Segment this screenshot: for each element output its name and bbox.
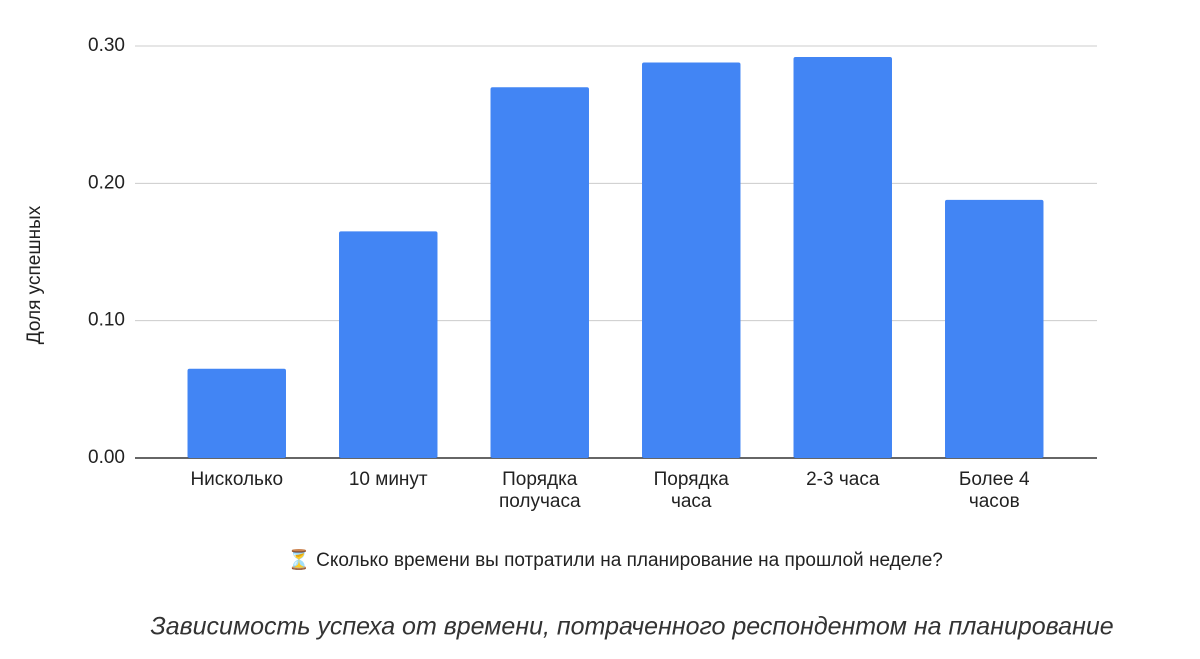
- x-tick-label: Порядка получаса: [498, 469, 581, 512]
- bar: [642, 62, 741, 458]
- caption: Зависимость успеха от времени, потраченн…: [150, 613, 1113, 641]
- bar: [793, 56, 892, 459]
- x-tick-label: Порядка часа: [653, 469, 729, 512]
- bar: [490, 87, 589, 458]
- x-tick-label-box: 2-3 часа: [806, 469, 880, 490]
- y-tick-label: 0.20: [88, 172, 125, 193]
- x-axis-label: ⏳ Сколько времени вы потратили на планир…: [287, 548, 943, 571]
- x-tick-label-box: Порядка получаса: [498, 469, 581, 512]
- bar: [187, 368, 286, 458]
- bar: [339, 231, 438, 458]
- x-tick-label: 2-3 часа: [806, 469, 880, 490]
- y-tick-label: 0.00: [88, 447, 125, 468]
- x-tick-label: 10 минут: [348, 469, 428, 490]
- x-tick-label: Нисколько: [190, 469, 284, 490]
- x-tick-label-box: 10 минут: [348, 469, 428, 490]
- x-tick-label-box: Более 4 часов: [958, 469, 1030, 512]
- y-tick-label: 0.10: [88, 310, 125, 331]
- y-axis-label: Доля успешных: [24, 205, 45, 344]
- x-tick-label: Более 4 часов: [958, 469, 1030, 512]
- x-tick-label-box: Порядка часа: [653, 469, 729, 512]
- x-tick-label-box: Нисколько: [190, 469, 284, 490]
- y-tick-label: 0.30: [88, 35, 125, 56]
- bar: [945, 199, 1044, 458]
